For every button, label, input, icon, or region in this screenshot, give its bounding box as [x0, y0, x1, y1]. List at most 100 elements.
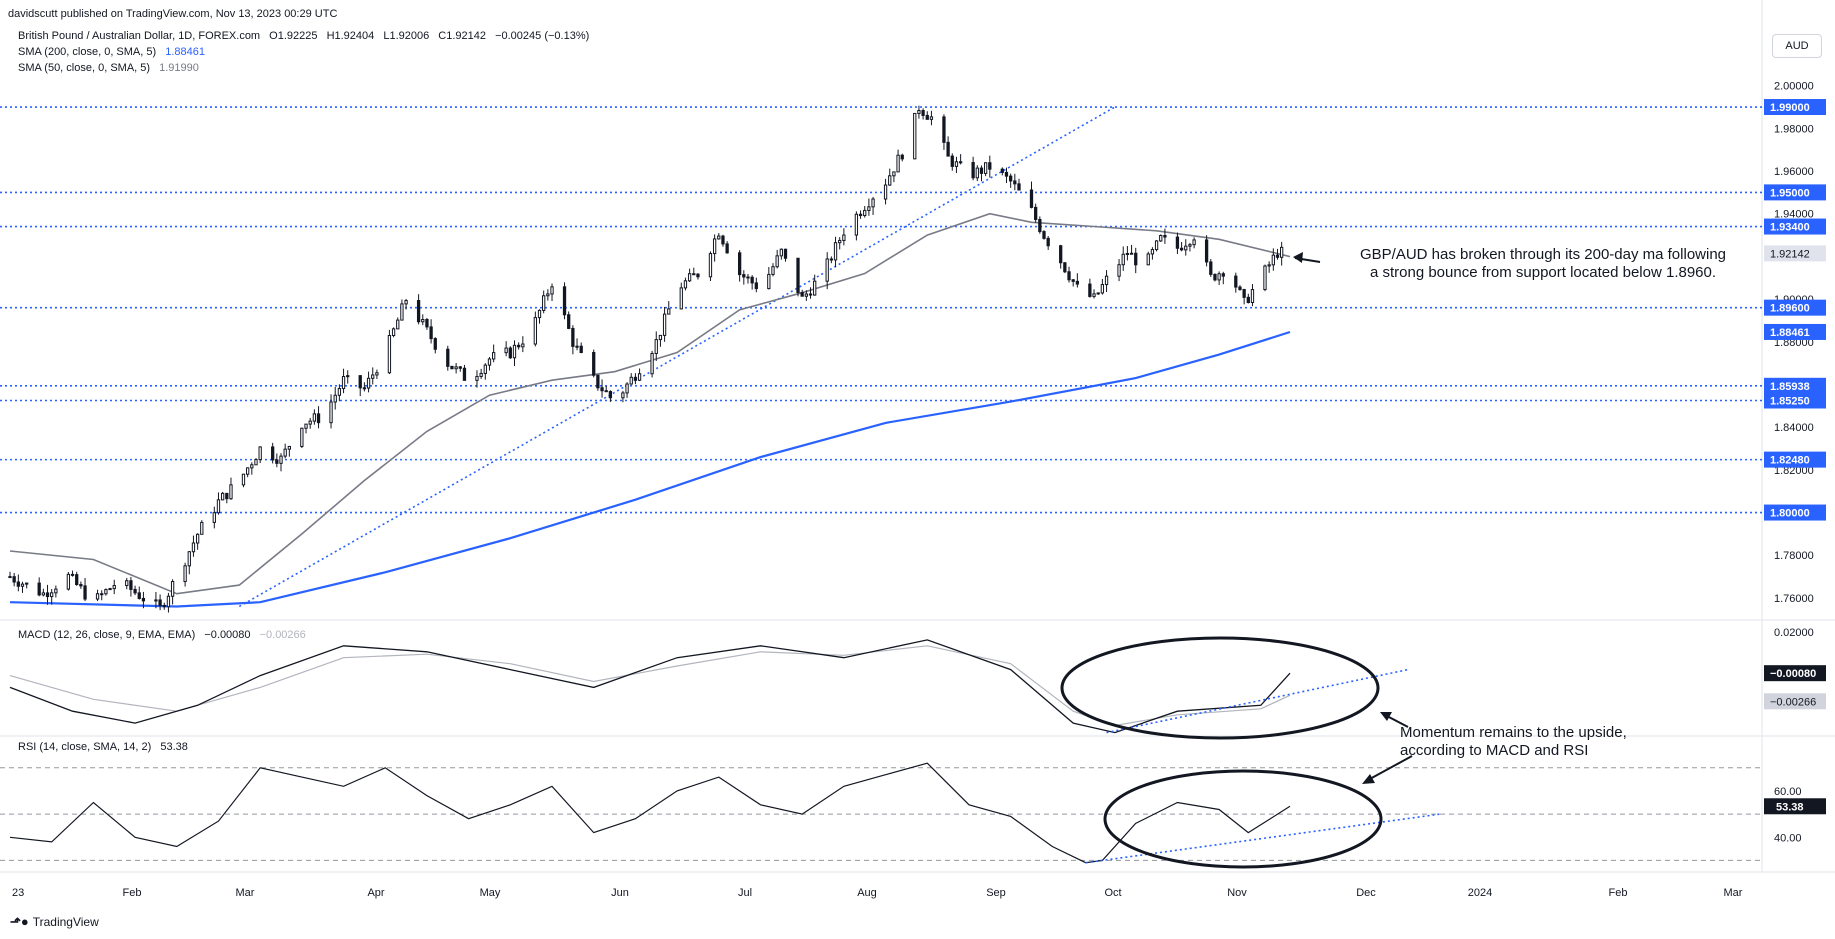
candle-body	[371, 374, 375, 379]
candle-body	[1209, 261, 1213, 275]
sma200-axis-box	[1764, 323, 1826, 340]
candle-body	[1234, 275, 1238, 288]
price-tick-label: 1.94000	[1774, 209, 1814, 221]
candle-body	[750, 276, 754, 284]
candle-body	[913, 112, 917, 160]
ohlc-low: L1.92006	[383, 30, 430, 42]
candle-body	[979, 167, 984, 174]
candle-body	[41, 592, 46, 596]
candle-body	[358, 375, 362, 389]
price-tick-label: 1.96000	[1774, 166, 1814, 178]
tradingview-brand: TradingView	[32, 915, 99, 929]
time-axis-label: Mar	[236, 887, 255, 899]
candle-body	[1121, 253, 1125, 266]
candle-body	[125, 580, 129, 587]
price-tick-label: 1.78000	[1774, 550, 1814, 562]
candle-body	[212, 512, 216, 523]
price-tick-label: 1.76000	[1774, 593, 1814, 605]
candle-body	[329, 401, 333, 424]
candle-body	[1000, 168, 1004, 173]
currency-selector[interactable]: AUD	[1772, 34, 1822, 58]
price-annotation: GBP/AUD has broken through its 200-day m…	[1328, 246, 1758, 282]
candle-body	[183, 565, 187, 583]
sma200-value: 1.88461	[165, 46, 205, 58]
tradingview-logo: ⬏● TradingView	[10, 914, 99, 930]
candle-body	[804, 293, 808, 297]
candle-body	[1075, 280, 1080, 285]
candle-body	[133, 588, 137, 594]
candle-body	[717, 235, 721, 240]
publisher-line: davidscutt published on TradingView.com,…	[8, 8, 338, 20]
time-axis-label: 2024	[1468, 887, 1492, 899]
candle-body	[475, 375, 479, 381]
candle-body	[421, 319, 425, 323]
candle-body	[1246, 296, 1250, 304]
candle-body	[387, 335, 392, 374]
candle-body	[708, 253, 713, 278]
candle-body	[487, 358, 492, 366]
sma200-label: SMA (200, close, 0, SMA, 5)	[18, 46, 157, 58]
candle-body	[592, 352, 596, 376]
candle-body	[1034, 206, 1038, 220]
candle-body	[283, 448, 287, 457]
candle-body	[512, 344, 517, 359]
candle-body	[79, 584, 83, 587]
macd-signal-value: −0.00266	[259, 629, 306, 641]
level-label: 1.99000	[1770, 102, 1810, 114]
ohlc-change: −0.00245 (−0.13%)	[495, 30, 590, 42]
candle-body	[829, 258, 834, 261]
rsi-label: RSI (14, close, SMA, 14, 2)	[18, 741, 152, 753]
time-axis-label: May	[480, 887, 501, 899]
candle-body	[54, 588, 58, 594]
candle-body	[888, 175, 892, 186]
level-label: 1.82480	[1770, 455, 1810, 467]
candle-body	[596, 374, 600, 389]
candle-body	[892, 171, 896, 177]
time-axis-label: Feb	[1609, 887, 1628, 899]
candle-body	[637, 373, 642, 381]
candle-body	[50, 592, 54, 598]
rsi-highlight-ellipse	[1103, 769, 1383, 869]
candle-body	[108, 588, 112, 591]
candle-body	[1009, 175, 1013, 182]
candle-body	[12, 576, 16, 583]
candle-body	[971, 161, 975, 179]
candle-body	[658, 334, 663, 341]
candle-body	[650, 352, 654, 375]
candle-body	[838, 239, 842, 244]
candle-body	[375, 372, 379, 376]
candle-body	[942, 116, 946, 143]
candle-body	[316, 413, 321, 424]
candle-body	[662, 313, 667, 336]
price-annotation-arrowhead	[1293, 252, 1303, 263]
candle-body	[546, 293, 550, 297]
candle-body	[112, 585, 116, 590]
candle-body	[504, 347, 508, 354]
price-tick-label: 1.98000	[1774, 123, 1814, 135]
candle-body	[341, 376, 346, 390]
candle-body	[166, 595, 171, 608]
symbol-name: British Pound / Australian Dollar, 1D, F…	[18, 30, 261, 42]
price-tick-label: 1.82000	[1774, 465, 1814, 477]
level-label: 1.93400	[1770, 222, 1810, 234]
candle-body	[483, 364, 487, 374]
macd-value-box	[1764, 665, 1826, 682]
candle-body	[100, 593, 104, 596]
candle-body	[1159, 235, 1163, 242]
candle-body	[492, 352, 496, 360]
candle-body	[1013, 180, 1017, 185]
candle-body	[1175, 236, 1180, 249]
candle-body	[187, 551, 191, 567]
ohlc-high: H1.92404	[326, 30, 375, 42]
level-label-box	[1764, 451, 1826, 468]
candle-body	[988, 162, 992, 170]
candle-body	[1242, 289, 1246, 298]
price-annotation-line2: a strong bounce from support located bel…	[1369, 264, 1717, 281]
candle-body	[346, 375, 350, 378]
candle-body	[692, 273, 696, 276]
candle-body	[366, 377, 371, 389]
candle-body	[867, 206, 871, 211]
candle-body	[20, 583, 25, 587]
level-label: 1.80000	[1770, 508, 1810, 520]
candle-body	[246, 467, 250, 475]
